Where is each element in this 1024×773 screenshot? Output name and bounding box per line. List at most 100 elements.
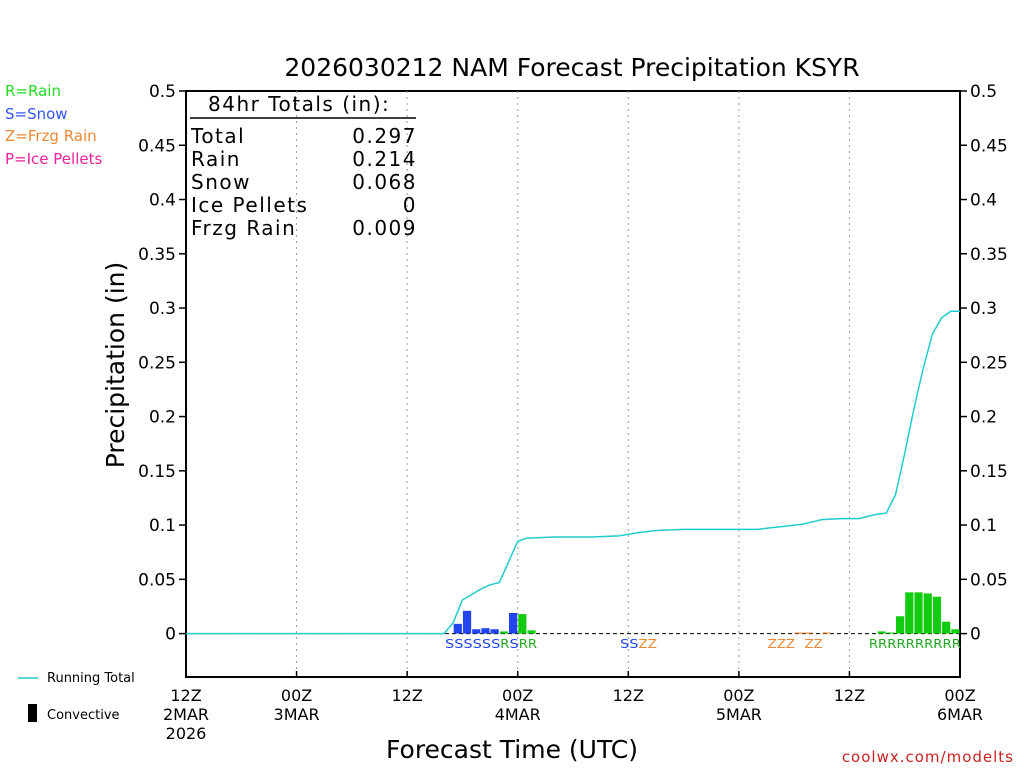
ptype-code: ZZ [639, 637, 657, 651]
bar-rain [951, 629, 960, 634]
x-tick-label-time: 12Z [391, 686, 422, 705]
x-tick-label-time: 12Z [834, 686, 865, 705]
bar-rain [518, 614, 527, 634]
ptype-legend: R=Rain S=Snow Z=Frzg Rain P=Ice Pellets [5, 82, 102, 168]
y-tick-label-right: 0.3 [970, 299, 997, 319]
x-tick-label-year: 2026 [166, 724, 207, 743]
y-tick-label-left: 0.15 [138, 462, 176, 482]
x-tick-label-date: 3MAR [274, 705, 320, 724]
totals-label-frzg-rain: Frzg Rain [191, 216, 296, 240]
bar-frzg-rain [803, 632, 813, 634]
ptype-code: S [510, 637, 519, 651]
totals-value-ice-pellets: 0 [403, 193, 417, 217]
bar-rain [886, 632, 895, 634]
x-tick-label-date: 6MAR [937, 705, 983, 724]
x-tick-label-date: 2MAR [163, 705, 209, 724]
y-tick-label-right: 0 [970, 625, 981, 645]
totals-label-ice-pellets: Ice Pellets [191, 193, 308, 217]
totals-value-total: 0.297 [352, 124, 417, 148]
x-tick-label-time: 12Z [170, 686, 201, 705]
y-tick-label-right: 0.1 [970, 516, 997, 536]
convective-key-swatch [28, 704, 37, 722]
x-tick-label-time: 00Z [502, 686, 533, 705]
y-tick-label-left: 0.2 [149, 408, 176, 428]
y-tick-label-right: 0.25 [970, 353, 1008, 373]
y-tick-label-left: 0 [165, 625, 176, 645]
bar-snow [509, 612, 518, 634]
running-total-line [186, 310, 960, 635]
totals-label-rain: Rain [191, 147, 241, 171]
x-axis-label: Forecast Time (UTC) [386, 735, 638, 764]
bar-snow [453, 623, 462, 634]
ptype-code: RR [519, 637, 537, 651]
totals-value-rain: 0.214 [352, 147, 417, 171]
bar-snow [462, 610, 472, 634]
legend-frzg-rain: Z=Frzg Rain [5, 127, 97, 145]
x-tick-label-time: 00Z [944, 686, 975, 705]
watermark: coolwx.com/modelts [842, 748, 1014, 766]
bar-snow [481, 628, 490, 634]
totals-value-snow: 0.068 [352, 170, 417, 194]
x-tick-label-date: 5MAR [716, 705, 762, 724]
bar-rain [527, 630, 536, 634]
bar-rain [923, 593, 932, 634]
ptype-code: ZZ [804, 637, 822, 651]
y-tick-label-left: 0.3 [149, 299, 176, 319]
y-tick-label-right: 0.45 [970, 136, 1008, 156]
y-tick-label-left: 0.1 [149, 516, 176, 536]
y-axis-left: 0 0.05 0.1 0.15 0.2 0.25 0.3 0.35 0.4 0.45 0.5 [138, 82, 186, 645]
y-tick-label-left: 0.05 [138, 570, 176, 590]
ptype-code: R [500, 637, 509, 651]
y-axis-label: Precipitation (in) [101, 262, 130, 469]
y-tick-label-left: 0.35 [138, 245, 176, 265]
y-tick-label-right: 0.35 [970, 245, 1008, 265]
bar-frzg-rain [794, 632, 803, 634]
ptype-code: SS [620, 637, 638, 651]
bar-snow [472, 629, 481, 634]
chart-title: 2026030212 NAM Forecast Precipitation KS… [284, 53, 859, 82]
bar-rain [914, 592, 923, 634]
y-tick-label-left: 0.4 [149, 191, 176, 211]
bar-frzg-rain [822, 632, 831, 634]
ptype-code: RRRRRRRRRR [869, 637, 961, 651]
bar-rain [932, 596, 942, 634]
x-tick-label-time: 00Z [723, 686, 754, 705]
y-tick-label-left: 0.25 [138, 353, 176, 373]
y-axis-right: 0 0.05 0.1 0.15 0.2 0.25 0.3 0.35 0.4 0.45 0.5 [960, 82, 1008, 645]
ptype-codes: SSSSSS R S RR SS ZZ ZZZ ZZ RRRRRRRRRR [445, 637, 961, 651]
y-tick-label-right: 0.05 [970, 570, 1008, 590]
vertical-grid [296, 91, 850, 677]
bar-rain [877, 631, 886, 634]
legend-snow: S=Snow [5, 105, 68, 123]
x-tick-label-time: 00Z [281, 686, 312, 705]
totals-label-total: Total [190, 124, 245, 148]
bar-snow [490, 629, 499, 634]
legend-ice-pellets: P=Ice Pellets [5, 150, 102, 168]
running-total-key-label: Running Total [47, 671, 135, 686]
bar-rain [896, 616, 905, 634]
totals-value-frzg-rain: 0.009 [352, 216, 417, 240]
x-tick-label-date: 4MAR [495, 705, 541, 724]
totals-heading: 84hr Totals (in): [208, 92, 390, 116]
bar-rain [905, 592, 914, 634]
plot-frame [185, 90, 961, 678]
ptype-code: ZZZ [768, 637, 796, 651]
totals-label-snow: Snow [191, 170, 251, 194]
bar-rain [499, 631, 508, 634]
y-tick-label-right: 0.4 [970, 191, 997, 211]
totals-box: 84hr Totals (in): Total 0.297 Rain 0.214… [190, 92, 417, 240]
y-tick-label-left: 0.5 [149, 82, 176, 102]
x-tick-label-time: 12Z [613, 686, 644, 705]
convective-key-label: Convective [47, 708, 120, 723]
y-tick-label-right: 0.15 [970, 462, 1008, 482]
y-tick-label-right: 0.2 [970, 408, 997, 428]
precip-bars [453, 592, 960, 634]
y-tick-label-left: 0.45 [138, 136, 176, 156]
y-tick-label-right: 0.5 [970, 82, 997, 102]
bar-rain [942, 621, 951, 634]
line-key: Running Total Convective [18, 671, 135, 723]
ptype-code: SSSSSS [445, 637, 500, 651]
legend-rain: R=Rain [5, 82, 61, 100]
